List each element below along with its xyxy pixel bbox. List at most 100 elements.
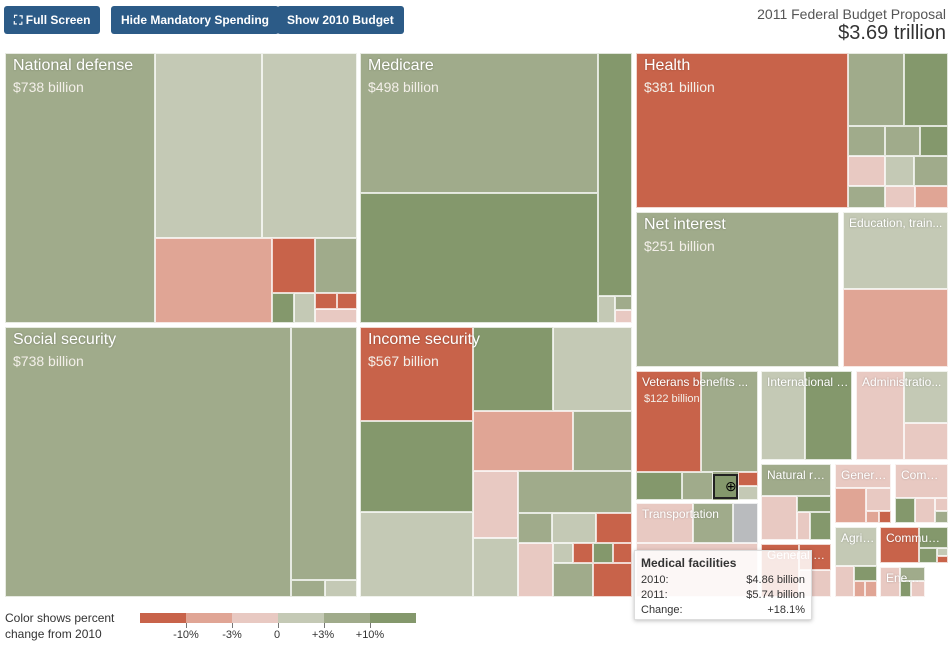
treemap-subtile[interactable] [805,371,852,460]
treemap-subtile[interactable] [682,472,713,500]
treemap-subtile[interactable] [895,464,948,498]
treemap-subtile[interactable] [360,421,473,512]
treemap-subtile[interactable] [155,238,272,323]
treemap-tile-community[interactable]: Community ... [880,527,948,563]
treemap-subtile[interactable] [5,53,155,323]
treemap-subtile[interactable] [835,464,891,488]
treemap-subtile[interactable] [914,156,948,186]
treemap-subtile[interactable] [733,503,758,543]
treemap-subtile[interactable] [636,53,848,208]
treemap-subtile[interactable] [473,411,573,471]
treemap-tile-social-security[interactable]: Social security $738 billion [5,327,357,597]
treemap-subtile[interactable] [797,512,810,540]
treemap-subtile[interactable] [885,156,914,186]
treemap-subtile[interactable] [573,543,593,563]
treemap-subtile[interactable] [937,556,948,563]
treemap-subtile[interactable] [360,193,598,323]
treemap-subtile[interactable] [272,238,315,293]
treemap-subtile[interactable] [900,581,911,597]
treemap-subtile[interactable] [518,513,552,543]
treemap-subtile[interactable] [573,411,632,471]
treemap-subtile[interactable] [552,513,596,543]
treemap-subtile[interactable] [593,563,632,597]
treemap-subtile[interactable] [518,471,632,513]
treemap-subtile[interactable] [693,503,733,543]
treemap-tile-health[interactable]: Health $381 billion [636,53,948,208]
treemap-subtile[interactable] [880,567,900,597]
treemap-subtile[interactable] [291,327,357,580]
treemap-subtile[interactable] [848,186,885,208]
treemap-subtile[interactable] [315,238,357,293]
treemap-subtile[interactable] [615,310,632,323]
treemap-subtile[interactable] [315,309,357,323]
treemap-subtile[interactable] [835,566,854,597]
treemap-subtile[interactable] [920,126,948,156]
treemap-tile-international-a[interactable]: International a... [761,371,852,460]
treemap-subtile[interactable] [701,371,758,472]
treemap-subtile[interactable] [761,496,797,540]
treemap-tile-medicare[interactable]: Medicare $498 billion [360,53,632,323]
treemap-subtile[interactable] [360,327,473,421]
treemap-subtile[interactable] [615,296,632,310]
treemap-subtile[interactable] [915,186,948,208]
treemap-subtile[interactable] [856,371,904,460]
treemap-subtile[interactable] [593,543,613,563]
treemap-subtile[interactable] [636,212,839,367]
treemap-subtile[interactable] [866,511,879,523]
treemap-subtile[interactable] [854,566,877,581]
treemap-tile-agric[interactable]: Agric... [835,527,877,597]
treemap-subtile[interactable] [797,496,831,512]
treemap-subtile[interactable] [935,498,948,511]
treemap-subtile[interactable] [761,464,831,496]
treemap-tile-general[interactable]: General ... [835,464,891,523]
treemap-subtile[interactable] [518,543,553,597]
full-screen-button[interactable]: ⛶ Full Screen [4,6,101,34]
treemap-subtile[interactable] [553,543,573,563]
treemap-subtile[interactable] [360,512,473,597]
treemap-subtile[interactable] [879,511,891,523]
treemap-subtile[interactable] [291,580,325,597]
treemap-subtile[interactable] [810,512,831,540]
treemap-subtile[interactable] [598,296,615,323]
treemap-subtile[interactable] [919,548,937,563]
treemap-subtile[interactable] [904,53,948,126]
treemap-subtile[interactable] [895,498,915,523]
treemap-subtile[interactable] [843,289,948,367]
treemap-subtile[interactable] [553,563,593,597]
treemap-subtile[interactable] [919,527,948,548]
treemap-subtile[interactable] [5,327,291,597]
treemap-subtile[interactable] [848,156,885,186]
treemap-subtile[interactable] [915,498,935,523]
treemap-subtile[interactable] [848,53,904,126]
treemap-subtile[interactable] [613,543,632,563]
treemap-subtile[interactable] [272,293,294,323]
treemap-subtile[interactable] [473,327,553,411]
treemap-subtile[interactable] [473,471,518,538]
treemap-subtile[interactable] [325,580,357,597]
treemap-subtile[interactable] [865,581,877,597]
treemap-subtile[interactable] [835,488,866,523]
treemap-subtile[interactable] [843,212,948,289]
treemap-subtile[interactable] [598,53,632,296]
treemap-tile-net-interest[interactable]: Net interest $251 billion [636,212,839,367]
treemap-subtile[interactable] [911,581,925,597]
treemap-tile-income-security[interactable]: Income security $567 billion [360,327,632,597]
treemap-tile-education-train[interactable]: Education, train... [843,212,948,367]
treemap-subtile[interactable] [848,126,885,156]
treemap-subtile[interactable] [315,293,337,309]
treemap-tile-natural-res[interactable]: Natural res... [761,464,831,540]
treemap-subtile[interactable] [904,423,948,460]
hide-mandatory-button[interactable]: Hide Mandatory Spending [111,6,280,34]
treemap-subtile[interactable] [904,371,948,423]
treemap-subtile[interactable] [337,293,357,309]
treemap-tile-administratio[interactable]: Administratio... [856,371,948,460]
treemap-subtile[interactable] [738,472,758,486]
treemap-subtile[interactable] [900,567,925,581]
treemap-subtile[interactable] [866,488,891,511]
treemap-subtile[interactable] [835,527,877,566]
treemap-subtile[interactable] [262,53,357,238]
treemap-subtile[interactable] [553,327,632,411]
treemap-subtile[interactable] [935,511,948,523]
treemap-subtile[interactable] [761,371,805,460]
treemap-subtile[interactable] [596,513,632,543]
